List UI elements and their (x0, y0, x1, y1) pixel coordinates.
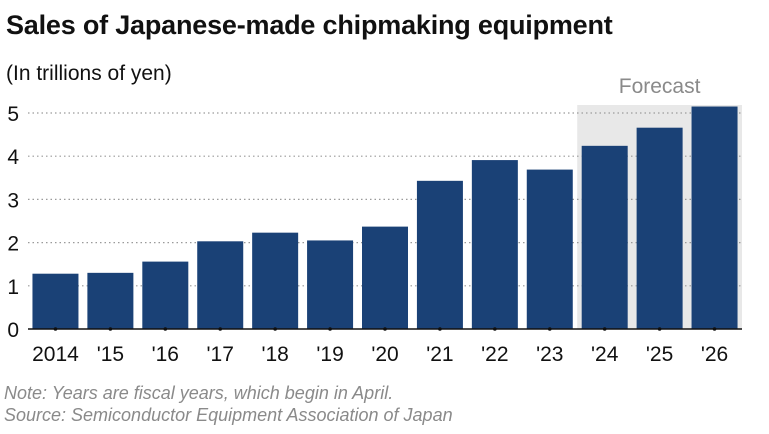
bar-chart: Forecast 0 1 2 3 4 5 2014 '15 '16 '17 '18 '19 '20 '21… (7, 75, 742, 366)
x-tick-label: '25 (646, 343, 673, 366)
y-tick-label: 1 (7, 276, 19, 299)
y-tick-label: 4 (7, 146, 19, 169)
chart-unit-label: (In trillions of yen) (6, 62, 172, 85)
bar (471, 160, 518, 329)
bar (32, 273, 79, 329)
x-tick-label: '15 (97, 343, 124, 366)
bar (142, 261, 189, 329)
x-tick-label: '22 (481, 343, 508, 366)
chart-footer: Note: Years are fiscal years, which begi… (4, 382, 453, 426)
y-tick-label: 5 (7, 103, 19, 126)
bar (581, 145, 628, 329)
footnote: Note: Years are fiscal years, which begi… (4, 383, 394, 403)
y-tick-label: 2 (7, 233, 19, 256)
x-tick-label: '21 (426, 343, 453, 366)
bar (691, 106, 738, 330)
x-tick-label: '23 (536, 343, 563, 366)
bar (362, 226, 408, 329)
y-tick-label: 3 (7, 189, 19, 212)
x-tick-label: '17 (207, 343, 234, 366)
bar (636, 127, 683, 329)
x-tick-label: '20 (371, 343, 398, 366)
forecast-label: Forecast (619, 75, 701, 98)
bar (526, 169, 573, 329)
chart-title: Sales of Japanese-made chipmaking equipm… (6, 10, 613, 40)
bar (87, 272, 134, 329)
bar (307, 240, 354, 329)
x-tick-label: '19 (316, 343, 343, 366)
source-note: Source: Semiconductor Equipment Associat… (4, 405, 453, 425)
bar (252, 232, 299, 329)
x-tick-label: '24 (591, 343, 619, 366)
bar (197, 241, 244, 329)
x-tick-label: '26 (701, 343, 728, 366)
bar (416, 180, 463, 329)
x-tick-label: '18 (261, 343, 288, 366)
x-tick-label: 2014 (32, 343, 79, 366)
y-tick-label: 0 (7, 319, 19, 342)
x-tick-label: '16 (152, 343, 179, 366)
